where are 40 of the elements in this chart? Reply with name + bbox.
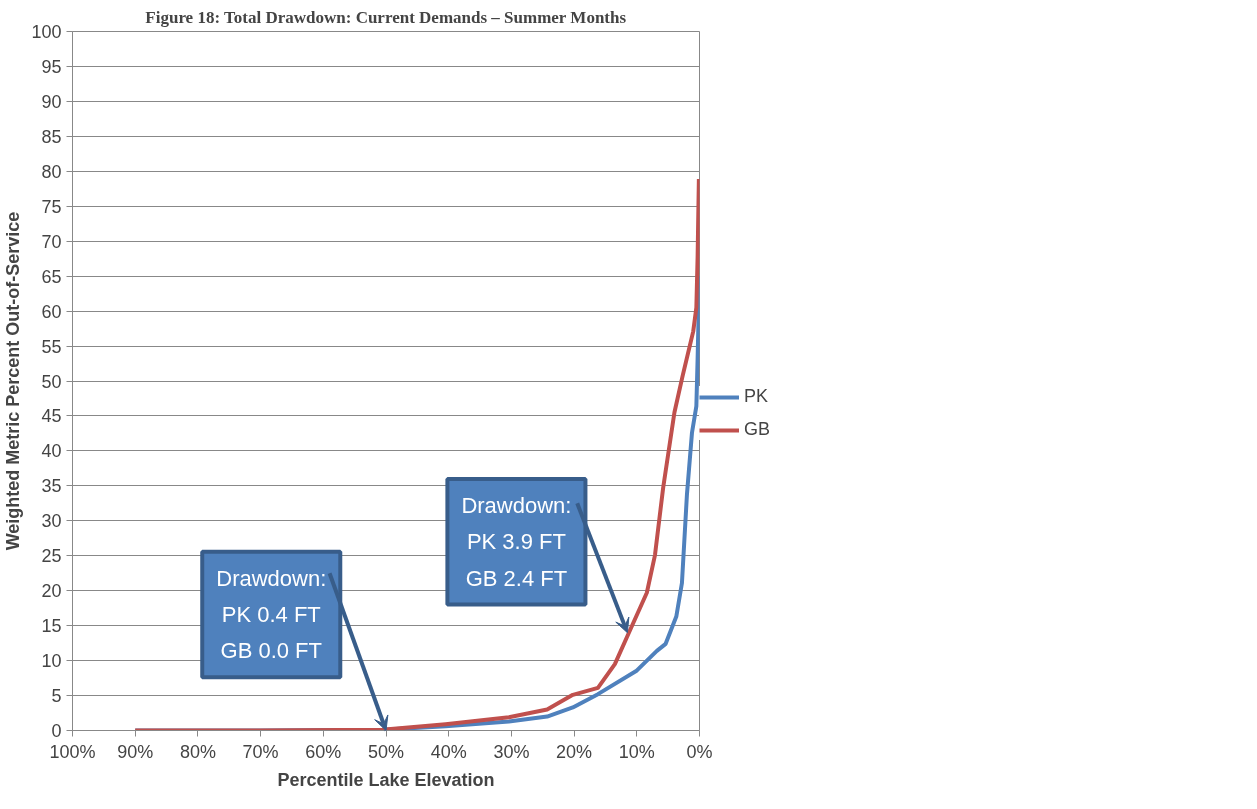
y-tick-label: 90 (41, 91, 62, 112)
y-tick-label: 95 (41, 56, 62, 77)
y-tick-label: 45 (41, 406, 62, 427)
annotation: Drawdown: PK 0.4 FT GB 0.0 FT (216, 565, 327, 664)
x-tick-label: 70% (242, 741, 279, 762)
y-tick-label: 0 (51, 721, 62, 741)
y-tick-label: 80 (41, 161, 62, 182)
x-tick-label: 50% (367, 741, 405, 762)
y-tick-label: 50 (41, 371, 62, 392)
legend-label: GB (744, 419, 771, 440)
y-tick-label: 25 (41, 546, 62, 567)
x-tick-label: 20% (556, 741, 593, 762)
y-tick-label: 40 (41, 441, 62, 462)
x-tick-label: 80% (179, 741, 216, 762)
x-tick-label: 60% (305, 741, 342, 762)
y-tick-label: 30 (41, 511, 62, 532)
x-axis-title: Percentile Lake Elevation (277, 769, 495, 790)
y-tick-label: 65 (41, 266, 62, 287)
annotation: Drawdown: PK 3.9 FT GB 2.4 FT (461, 493, 572, 591)
y-tick-label: 5 (51, 686, 62, 707)
legend-label: PK (744, 386, 769, 407)
y-tick-label: 75 (41, 196, 62, 217)
x-tick-label: 90% (117, 741, 154, 762)
chart-title: Figure 18: Total Drawdown: Current Demands – Summer Months (145, 7, 627, 27)
x-tick-label: 0% (686, 741, 713, 762)
x-tick-label: 30% (493, 741, 530, 762)
y-axis-title: Weighted Metric Percent Out-of-Service (3, 211, 24, 551)
x-tick-label: 40% (430, 741, 467, 762)
y-tick-label: 100 (31, 22, 62, 42)
y-tick-label: 20 (41, 581, 62, 602)
y-tick-label: 55 (41, 336, 62, 357)
y-tick-label: 60 (41, 301, 62, 322)
y-tick-label: 35 (41, 476, 62, 497)
x-tick-label: 100% (49, 741, 96, 762)
y-tick-label: 15 (41, 616, 62, 637)
y-tick-label: 70 (41, 231, 62, 252)
line-series (133, 176, 700, 731)
y-tick-label: 85 (41, 126, 62, 147)
y-tick-label: 10 (41, 651, 62, 672)
x-tick-label: 10% (618, 741, 655, 762)
